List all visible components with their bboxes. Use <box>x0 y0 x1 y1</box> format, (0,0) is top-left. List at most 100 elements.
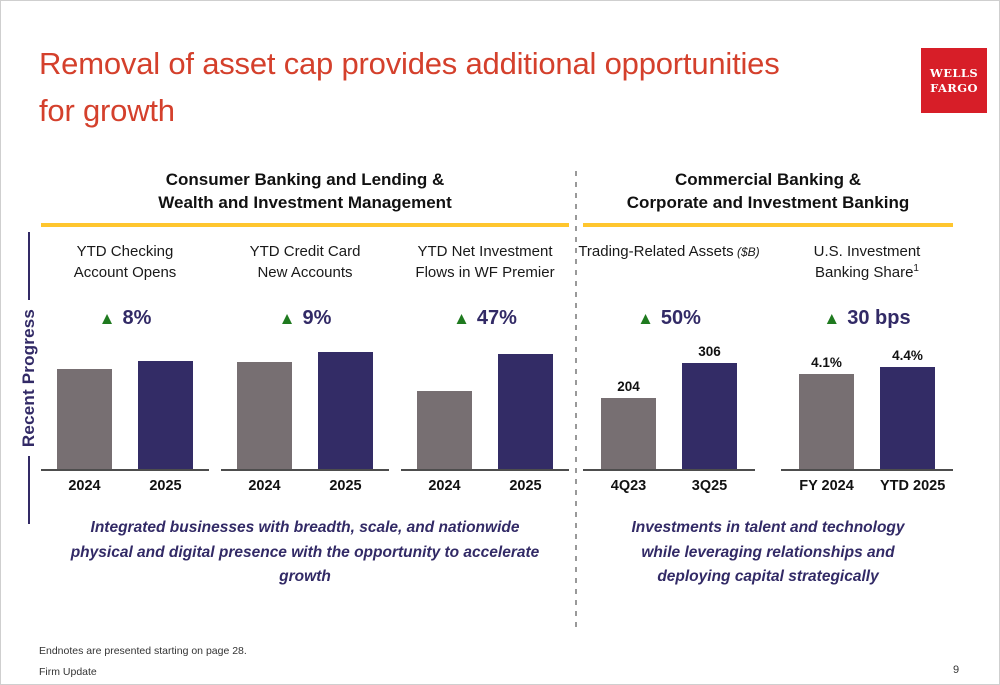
chart-3: Trading-Related Assets ($B) ▲ 50% 204 306 4Q2… <box>578 241 759 494</box>
bar-value-label: 306 <box>698 343 721 359</box>
bar-plot <box>401 337 569 471</box>
section-consumer-banking: Consumer Banking and Lending & Wealth an… <box>41 169 569 590</box>
delta-indicator: ▲ 8% <box>99 301 152 337</box>
category-axis: 4Q23 3Q25 <box>583 478 755 494</box>
category-label: 3Q25 <box>691 477 728 494</box>
chart-4: U.S. Investment Banking Share1 ▲ 30 bps 4.1… <box>781 241 953 494</box>
bar-2024 <box>237 361 292 469</box>
bar-group: 306 <box>682 344 737 469</box>
bar-value-label: 204 <box>617 378 640 394</box>
recent-progress-rail: Recent Progress <box>17 232 41 524</box>
bar-group <box>417 390 472 469</box>
category-axis: 2024 2025 <box>41 478 209 494</box>
category-label: 2025 <box>149 477 182 494</box>
recent-progress-label: Recent Progress <box>19 308 38 448</box>
bar-2025 <box>318 351 373 469</box>
gold-rule-right <box>583 222 953 227</box>
category-axis: FY 2024 YTD 2025 <box>781 478 953 494</box>
delta-value: 8% <box>122 307 152 330</box>
bar-group <box>498 353 553 469</box>
up-triangle-icon: ▲ <box>278 309 296 329</box>
category-label: 2025 <box>509 477 542 494</box>
page-title-line1: Removal of asset cap provides additional… <box>39 46 780 81</box>
chart-row-consumer: YTD Checking Account Opens ▲ 8% 2024 2025 YTD… <box>41 241 569 494</box>
chart-1: YTD Credit Card New Accounts ▲ 9% 2024 2025 <box>221 241 389 494</box>
bar-value-label: 4.4% <box>892 347 923 363</box>
delta-indicator: ▲ 50% <box>637 301 701 337</box>
bar-YTD 2025 <box>880 366 935 469</box>
up-triangle-icon: ▲ <box>637 309 654 329</box>
bar-group <box>237 361 292 469</box>
chart-title-footnote-marker: 1 <box>913 262 919 274</box>
bar-group: 204 <box>601 379 656 469</box>
bar-3Q25 <box>682 362 737 469</box>
category-label: 2024 <box>428 477 461 494</box>
category-label: 2024 <box>248 477 281 494</box>
footer-page-number: 9 <box>953 664 960 676</box>
chart-0: YTD Checking Account Opens ▲ 8% 2024 2025 <box>41 241 209 494</box>
chart-title: YTD Credit Card New Accounts <box>239 241 371 301</box>
delta-value: 50% <box>660 307 701 330</box>
dotted-divider <box>575 171 577 629</box>
bar-value-label: 4.1% <box>811 354 842 370</box>
page-title-line2: for growth <box>39 92 175 128</box>
section-header-line2: Wealth and Investment Management <box>158 192 452 212</box>
section-header-line2: Corporate and Investment Banking <box>626 192 910 212</box>
bar-plot: 4.1% 4.4% <box>781 337 953 471</box>
bar-FY 2024 <box>799 373 854 469</box>
chart-title: U.S. Investment Banking Share1 <box>801 241 933 301</box>
summary-consumer: Integrated businesses with breadth, scal… <box>70 518 540 586</box>
summary-commercial: Investments in talent and technology whi… <box>631 518 905 586</box>
delta-indicator: ▲ 47% <box>453 301 517 337</box>
category-axis: 2024 2025 <box>401 478 569 494</box>
wells-fargo-logo: WELLS FARGO <box>921 48 987 113</box>
logo-line2: FARGO <box>930 80 978 95</box>
page-title: Removal of asset cap provides additional… <box>39 41 909 134</box>
section-header-consumer: Consumer Banking and Lending & Wealth an… <box>41 169 569 215</box>
delta-value: 47% <box>476 307 517 330</box>
chart-2: YTD Net Investment Flows in WF Premier ▲ 4… <box>401 241 569 494</box>
chart-title-note: ($B) <box>733 244 760 259</box>
category-label: 2024 <box>68 477 101 494</box>
chart-title-text: YTD Credit Card New Accounts <box>249 242 361 281</box>
bar-plot <box>41 337 209 471</box>
gold-rule-left <box>41 222 569 227</box>
category-label: FY 2024 <box>799 477 854 494</box>
bar-plot <box>221 337 389 471</box>
chart-title-text: U.S. Investment Banking Share <box>813 242 921 281</box>
rail-line-right <box>28 232 30 300</box>
rail-line-left <box>28 456 30 524</box>
bar-group: 4.1% <box>799 355 854 469</box>
delta-indicator: ▲ 9% <box>279 301 332 337</box>
footer-deck-title: Firm Update <box>39 666 97 678</box>
chart-title-text: Trading-Related Assets <box>578 242 734 260</box>
bar-2024 <box>417 390 472 469</box>
logo-line1: WELLS <box>929 66 979 81</box>
delta-indicator: ▲ 30 bps <box>823 301 910 337</box>
section-header-line1: Consumer Banking and Lending & <box>165 170 445 189</box>
bar-4Q23 <box>601 397 656 469</box>
section-header-line1: Commercial Banking & <box>674 170 862 189</box>
bar-2025 <box>498 353 553 469</box>
bar-group <box>138 360 193 469</box>
chart-row-commercial: Trading-Related Assets ($B) ▲ 50% 204 306 4Q2… <box>578 241 953 494</box>
chart-title: YTD Net Investment Flows in WF Premier <box>406 241 564 301</box>
delta-value: 9% <box>302 307 332 330</box>
up-triangle-icon: ▲ <box>823 309 841 329</box>
bar-group <box>57 368 112 469</box>
footer-endnote: Endnotes are presented starting on page … <box>39 645 247 657</box>
chart-title: YTD Checking Account Opens <box>59 241 191 301</box>
up-triangle-icon: ▲ <box>98 309 116 329</box>
chart-title-text: YTD Checking Account Opens <box>73 242 177 281</box>
category-label: YTD 2025 <box>880 477 946 494</box>
section-commercial-banking: Commercial Banking & Corporate and Inves… <box>578 169 953 590</box>
bar-group: 4.4% <box>880 348 935 469</box>
category-label: 2025 <box>329 477 362 494</box>
category-axis: 2024 2025 <box>221 478 389 494</box>
bar-group <box>318 351 373 469</box>
category-label: 4Q23 <box>610 477 647 494</box>
delta-value: 30 bps <box>847 307 911 330</box>
bar-2024 <box>57 368 112 469</box>
up-triangle-icon: ▲ <box>453 309 470 329</box>
